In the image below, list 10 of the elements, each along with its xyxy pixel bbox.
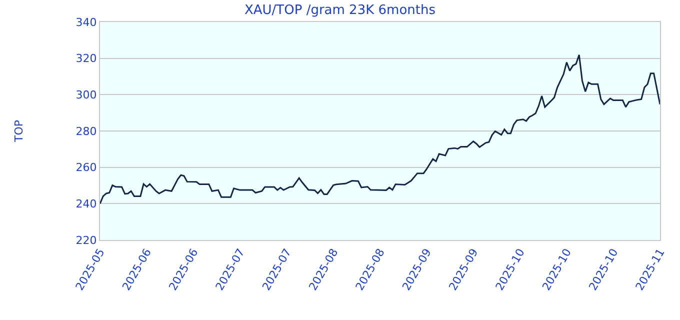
y-tick-label: 260 [76,161,97,174]
y-tick-label: 320 [76,52,97,66]
y-axis-title: TOP [12,120,26,144]
chart-title: XAU/TOP /gram 23K 6months [244,2,436,18]
y-tick-label: 340 [76,16,97,29]
y-tick-label: 300 [76,88,97,102]
y-tick-label: 280 [76,124,97,138]
y-tick-label: 240 [76,198,97,211]
y-tick-label: 220 [76,234,97,247]
line-series [100,54,660,204]
